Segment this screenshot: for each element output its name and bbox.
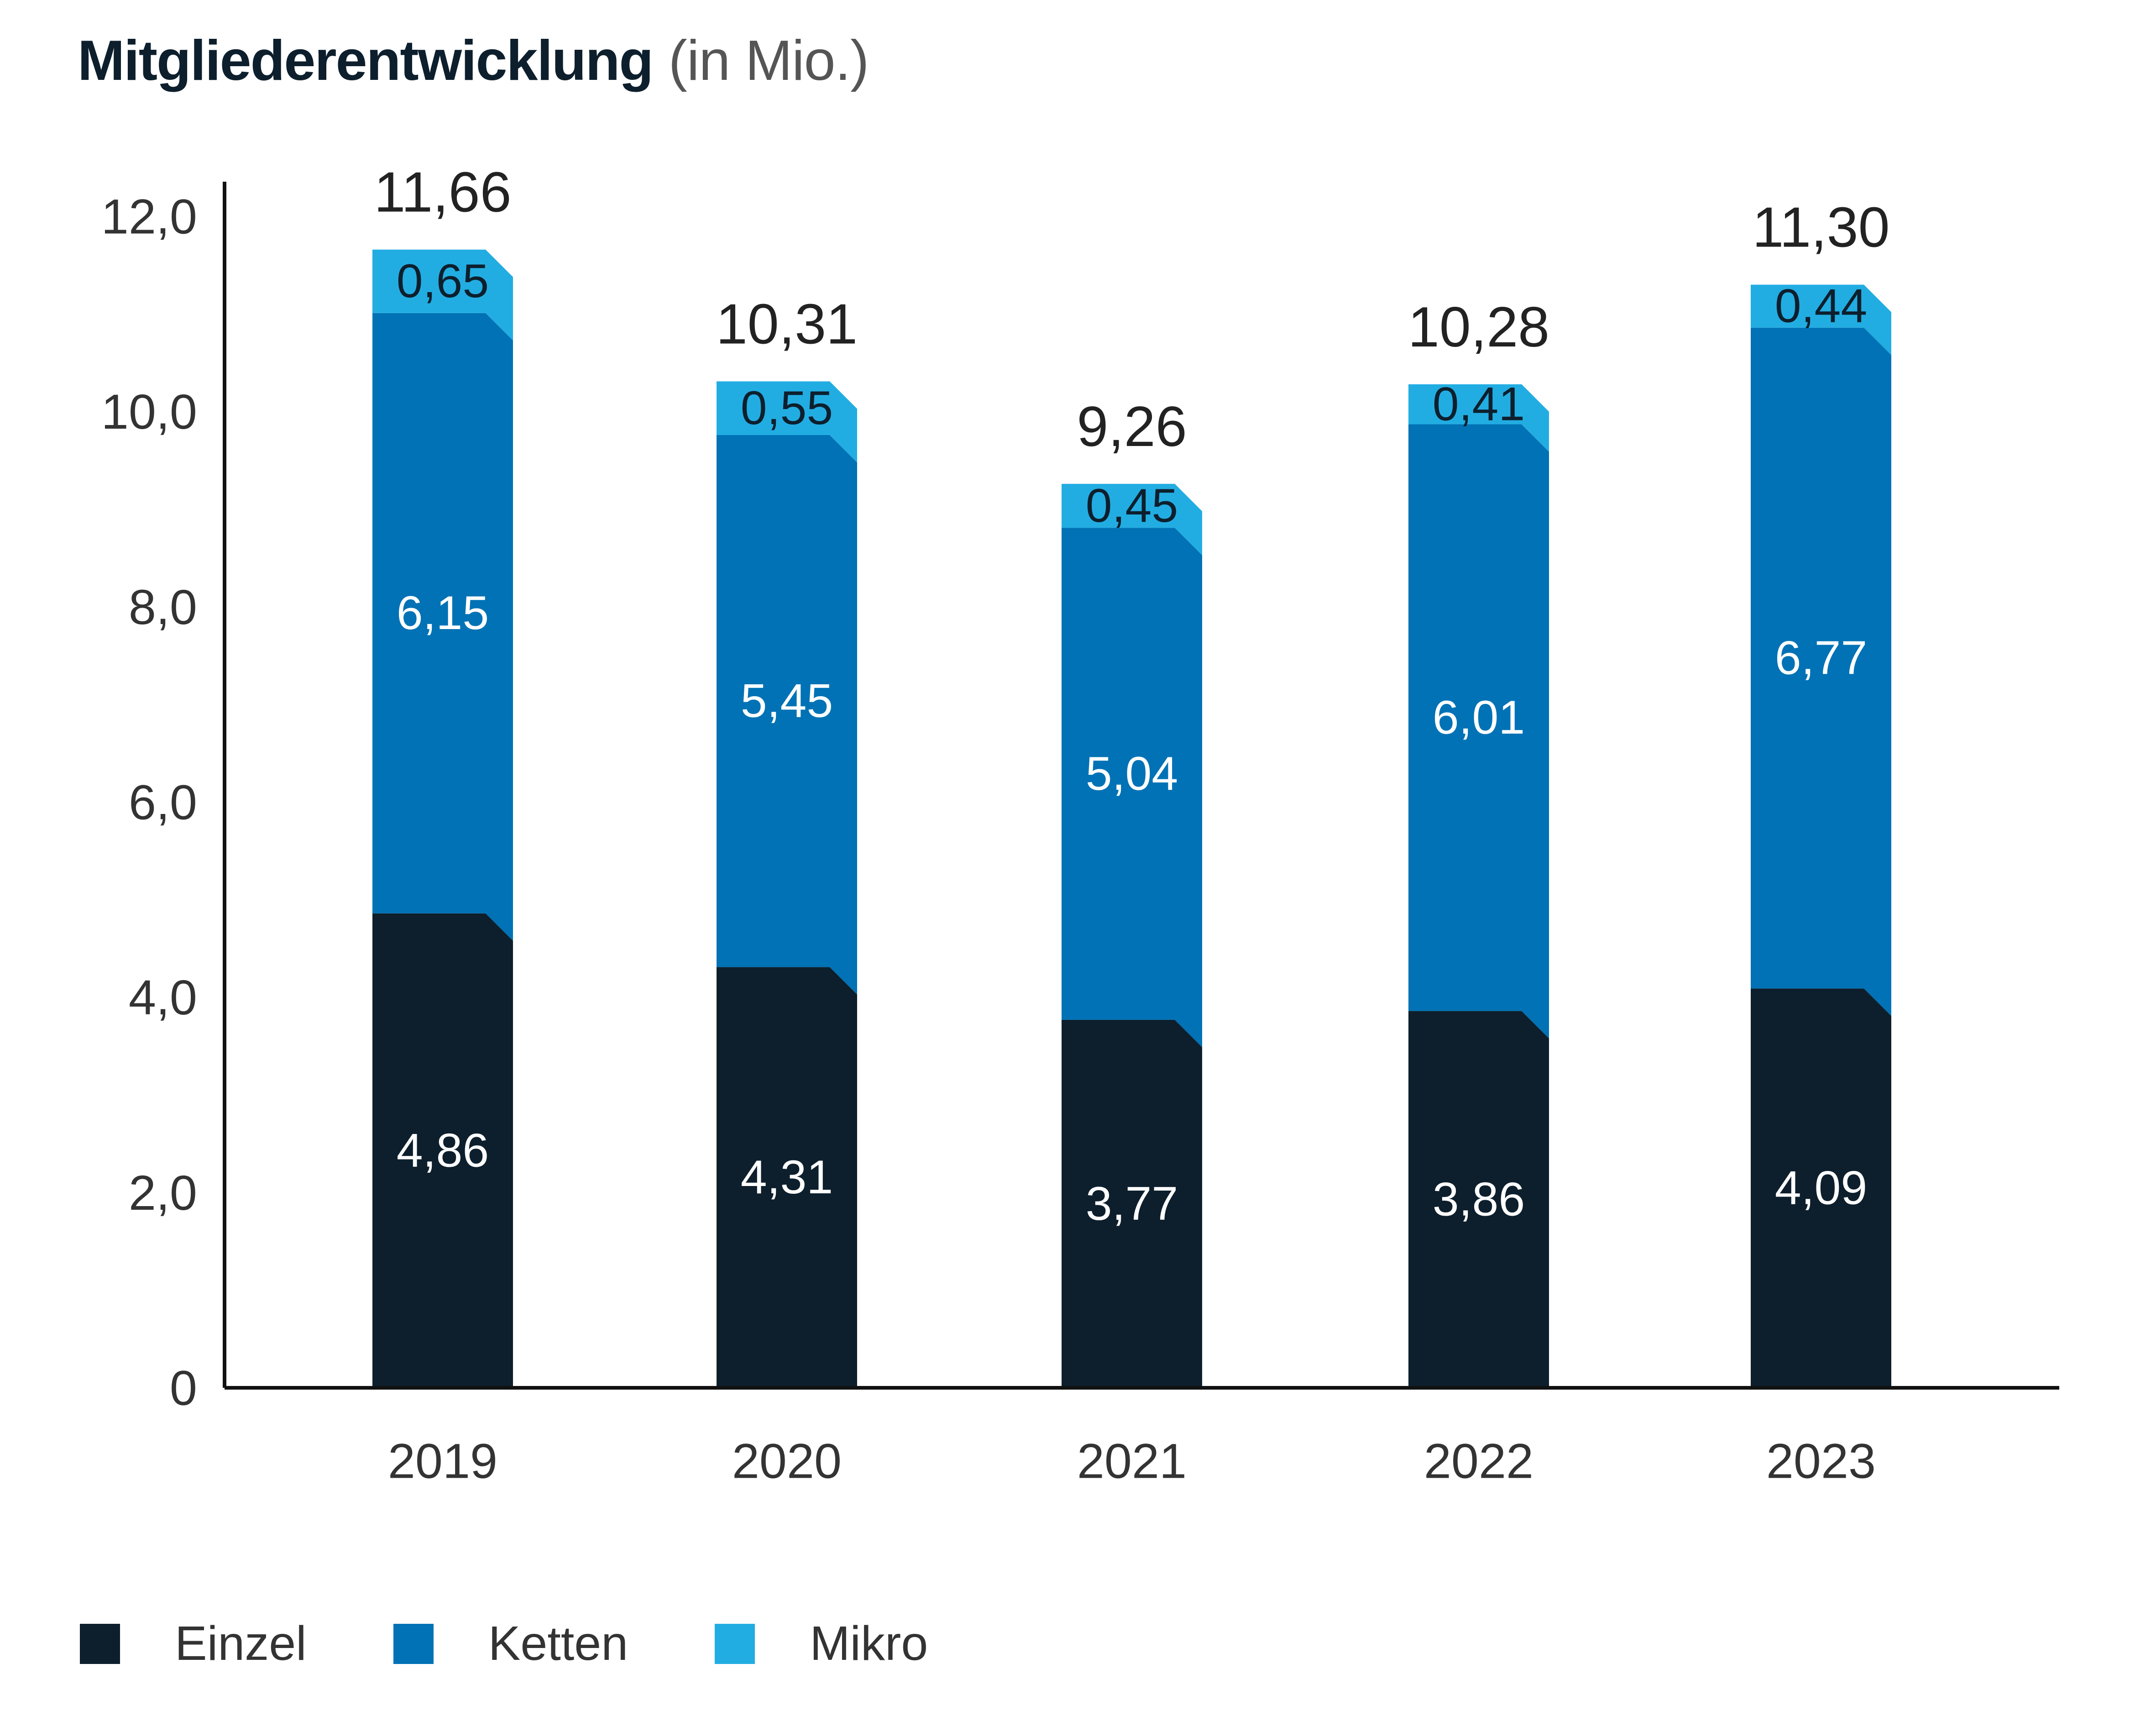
x-tick-label-2022: 2022 bbox=[1424, 1433, 1533, 1489]
value-label-mikro-2022: 0,41 bbox=[1433, 378, 1525, 431]
bar-mikro-2022 bbox=[1408, 384, 1549, 452]
bar-mikro-2020 bbox=[717, 381, 857, 462]
y-tick-label-5: 10,0 bbox=[101, 384, 197, 439]
total-label-2019: 11,66 bbox=[374, 161, 511, 224]
value-label-ketten-2023: 6,77 bbox=[1775, 632, 1867, 685]
legend-label-ketten: Ketten bbox=[488, 1617, 628, 1670]
bar-ketten-2019 bbox=[372, 313, 513, 941]
chart-title-main: Mitgliederentwicklung bbox=[78, 29, 654, 92]
value-label-mikro-2023: 0,44 bbox=[1775, 280, 1867, 333]
value-label-mikro-2021: 0,45 bbox=[1086, 479, 1178, 532]
value-label-einzel-2022: 3,86 bbox=[1433, 1173, 1525, 1226]
value-label-ketten-2019: 6,15 bbox=[397, 587, 489, 640]
total-label-2023: 11,30 bbox=[1752, 196, 1889, 259]
bar-einzel-2022 bbox=[1408, 1011, 1549, 1388]
total-label-2020: 10,31 bbox=[716, 293, 858, 356]
value-label-ketten-2020: 5,45 bbox=[741, 675, 833, 728]
chart-legend: Einzel Ketten Mikro bbox=[80, 1616, 1015, 1671]
bar-ketten-2020 bbox=[717, 435, 857, 995]
legend-swatch-ketten bbox=[393, 1623, 434, 1664]
value-label-einzel-2021: 3,77 bbox=[1086, 1177, 1178, 1230]
value-label-mikro-2020: 0,55 bbox=[741, 382, 833, 435]
legend-swatch-mikro bbox=[715, 1623, 755, 1664]
chart-title: Mitgliederentwicklung (in Mio.) bbox=[78, 28, 869, 93]
legend-item-einzel: Einzel bbox=[80, 1616, 307, 1671]
stacked-bar-chart: 4,86 6,15 0,65 11,66 2019 4,31 5,45 0,55 10,31 20… bbox=[101, 161, 2059, 1489]
y-tick-label-1: 2,0 bbox=[129, 1165, 197, 1220]
value-label-ketten-2022: 6,01 bbox=[1433, 691, 1525, 744]
x-tick-label-2021: 2021 bbox=[1077, 1433, 1187, 1489]
x-tick-label-2023: 2023 bbox=[1766, 1433, 1876, 1489]
legend-swatch-einzel bbox=[80, 1623, 120, 1664]
bar-mikro-2021 bbox=[1062, 483, 1202, 556]
chart-title-unit: (in Mio.) bbox=[668, 29, 869, 92]
legend-label-mikro: Mikro bbox=[810, 1617, 928, 1670]
bar-ketten-2022 bbox=[1408, 424, 1549, 1039]
value-label-ketten-2021: 5,04 bbox=[1086, 747, 1178, 800]
total-label-2022: 10,28 bbox=[1408, 296, 1549, 359]
bar-einzel-2023 bbox=[1751, 988, 1891, 1388]
legend-label-einzel: Einzel bbox=[175, 1617, 307, 1670]
total-label-2021: 9,26 bbox=[1077, 395, 1187, 458]
x-tick-label-2020: 2020 bbox=[732, 1433, 842, 1489]
bar-einzel-2019 bbox=[372, 913, 513, 1388]
bar-einzel-2020 bbox=[717, 967, 857, 1388]
bar-ketten-2021 bbox=[1062, 528, 1202, 1047]
y-tick-label-0: 0 bbox=[170, 1360, 197, 1416]
y-tick-label-6: 12,0 bbox=[101, 189, 197, 244]
bar-ketten-2023 bbox=[1751, 327, 1891, 1016]
bar-einzel-2021 bbox=[1062, 1019, 1202, 1388]
x-tick-label-2019: 2019 bbox=[388, 1433, 497, 1489]
value-label-mikro-2019: 0,65 bbox=[397, 255, 489, 308]
legend-item-ketten: Ketten bbox=[393, 1616, 628, 1671]
value-label-einzel-2023: 4,09 bbox=[1775, 1162, 1867, 1215]
legend-item-mikro: Mikro bbox=[715, 1616, 928, 1671]
y-tick-label-4: 8,0 bbox=[129, 579, 197, 635]
y-tick-label-3: 6,0 bbox=[129, 775, 197, 830]
value-label-einzel-2020: 4,31 bbox=[741, 1151, 833, 1204]
y-tick-label-2: 4,0 bbox=[129, 970, 197, 1025]
bar-mikro-2023 bbox=[1751, 284, 1891, 355]
bar-mikro-2019 bbox=[372, 249, 513, 341]
value-label-einzel-2019: 4,86 bbox=[397, 1124, 489, 1177]
